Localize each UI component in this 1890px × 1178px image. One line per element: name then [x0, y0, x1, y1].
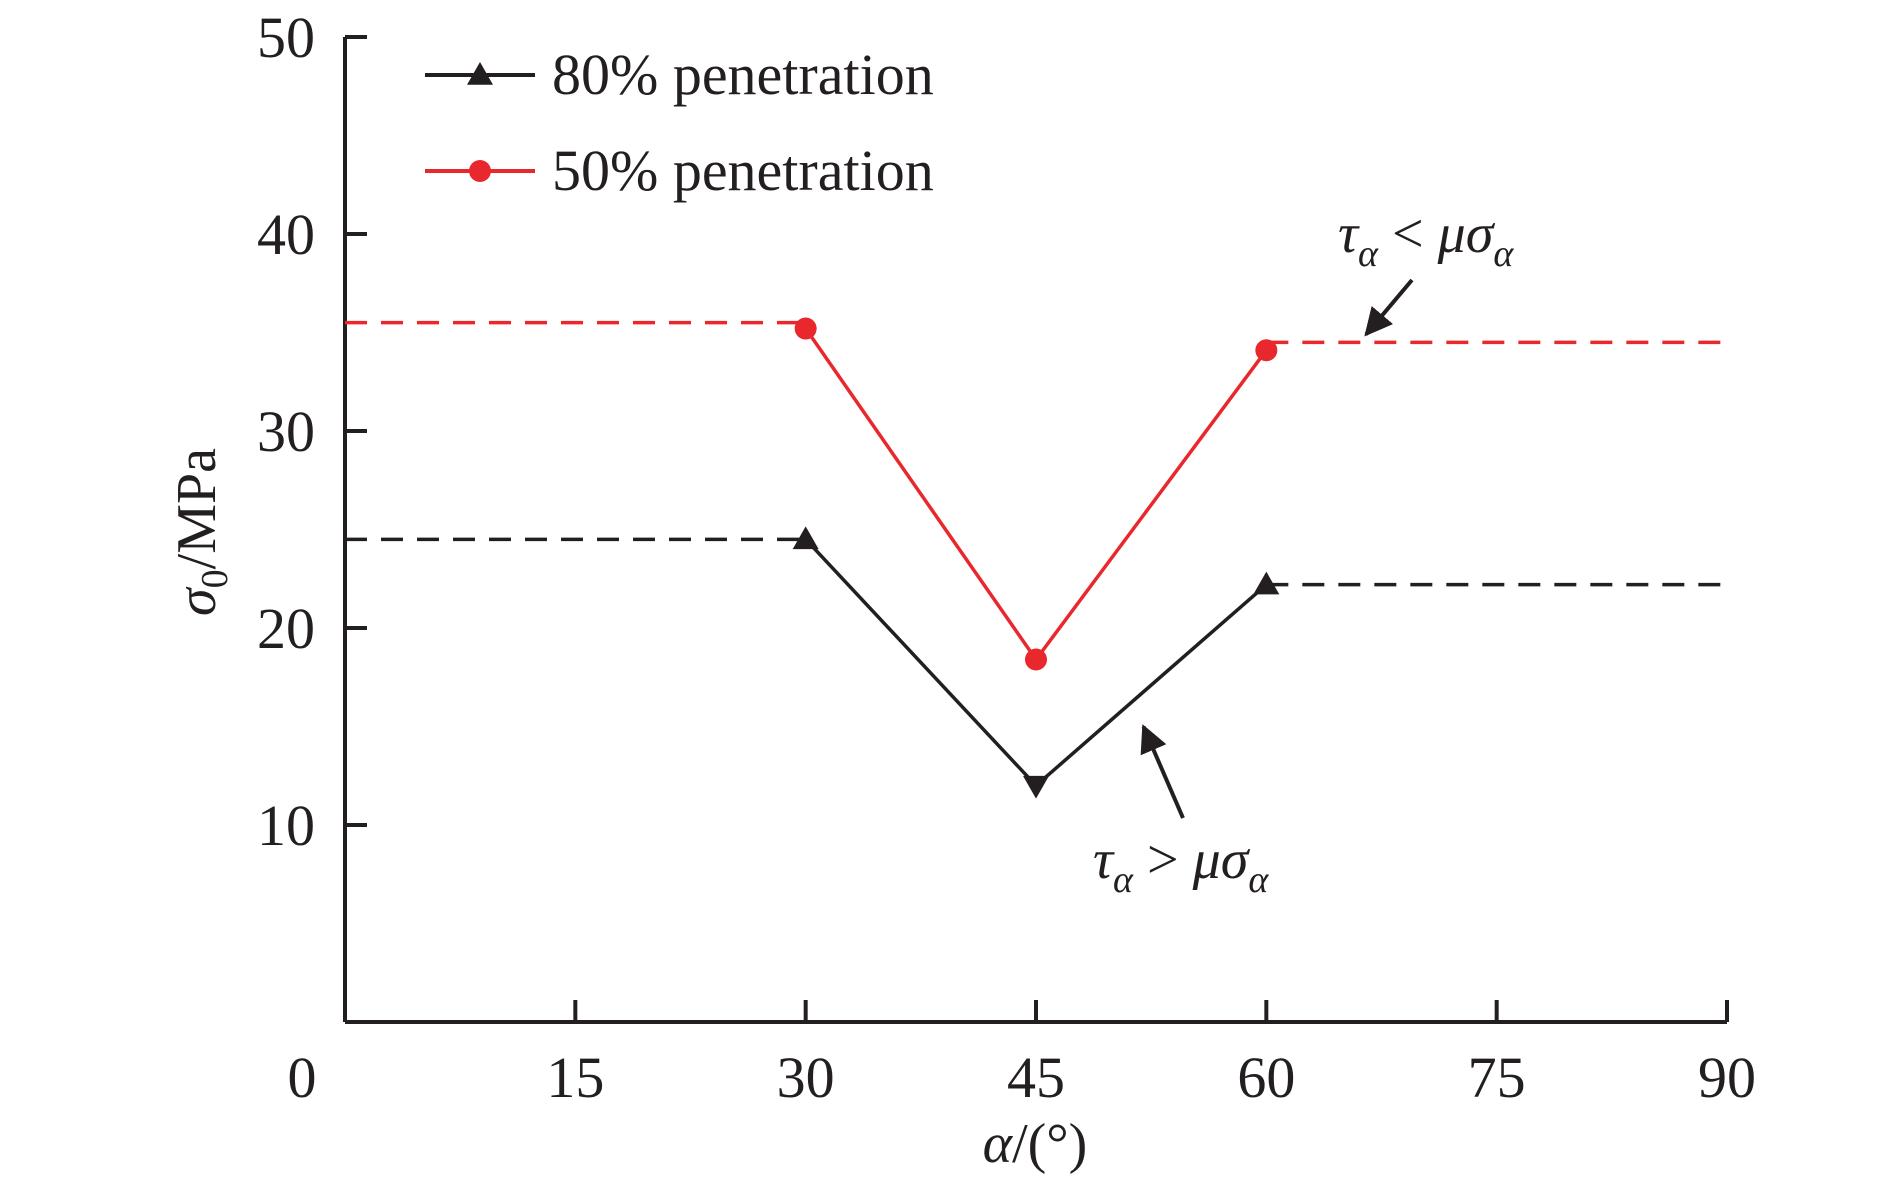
y-axis-subscript: 0: [194, 569, 236, 588]
annotation-part: τ: [1093, 829, 1115, 891]
x-tick-label: 90: [1698, 1045, 1756, 1110]
series-1: [345, 317, 1727, 671]
x-tick-label: 15: [546, 1045, 604, 1110]
series-layer: [345, 317, 1727, 799]
annotation-part: α: [1358, 233, 1379, 275]
x-tick-label: 75: [1468, 1045, 1526, 1110]
x-tick-label: 60: [1237, 1045, 1295, 1110]
data-point: [1023, 775, 1049, 799]
y-axis-symbol: σ: [166, 586, 228, 616]
annotation-part: τ: [1338, 203, 1360, 265]
y-tick-label: 30: [257, 399, 315, 464]
annotation-upper: τα < μσα: [1338, 203, 1514, 275]
data-point: [1253, 571, 1280, 595]
data-point: [794, 317, 817, 340]
annotation-part: >: [1133, 829, 1193, 891]
ticks: 10 20 30 40 50 0 15 30 45 60 75 90: [257, 5, 1756, 1110]
data-point: [1255, 339, 1278, 362]
data-point: [792, 526, 819, 550]
annotation-part: μσ: [1437, 203, 1496, 265]
legend: 80% penetration 50% penetration: [425, 42, 934, 203]
annotation-arrow: [1140, 724, 1185, 819]
annotation-part: α: [1113, 859, 1134, 901]
series-0: [345, 526, 1727, 799]
y-tick-label: 40: [257, 202, 315, 267]
y-axis-label: σ0/MPa: [166, 448, 236, 616]
legend-entry: 80% penetration: [552, 42, 934, 107]
x-tick-label: 0: [288, 1045, 317, 1110]
annotation-part: <: [1378, 203, 1438, 265]
y-axis-unit: /MPa: [166, 448, 228, 569]
annotation-part: α: [1493, 233, 1514, 275]
legend-marker: [467, 62, 493, 85]
x-axis-symbol: α: [983, 1113, 1014, 1175]
annotation-part: μσ: [1192, 829, 1251, 891]
legend-entry: 50% penetration: [552, 138, 934, 203]
y-tick-label: 20: [257, 596, 315, 661]
x-axis-label: α/(°): [983, 1113, 1088, 1175]
annotation-part: α: [1248, 859, 1269, 901]
legend-marker: [469, 160, 491, 182]
series-line: [804, 327, 1268, 663]
y-tick-label: 50: [257, 5, 315, 70]
data-point: [1025, 648, 1047, 671]
y-tick-label: 10: [257, 793, 315, 858]
annotation-arrow: [1364, 278, 1414, 337]
x-tick-label: 45: [1007, 1045, 1065, 1110]
x-tick-label: 30: [777, 1045, 835, 1110]
x-axis-unit: /(°): [1012, 1113, 1087, 1175]
annotation-lower: τα > μσα: [1093, 829, 1269, 901]
